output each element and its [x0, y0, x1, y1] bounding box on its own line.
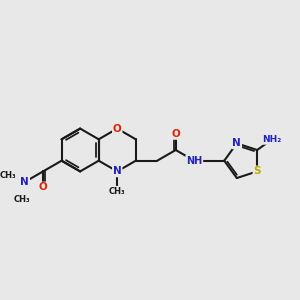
Text: O: O	[171, 129, 180, 139]
Text: O: O	[39, 182, 47, 193]
Text: CH₃: CH₃	[0, 171, 16, 180]
Text: CH₃: CH₃	[109, 187, 125, 196]
Text: NH₂: NH₂	[262, 135, 282, 144]
Text: N: N	[20, 177, 29, 187]
Text: CH₃: CH₃	[14, 195, 31, 204]
Text: S: S	[254, 167, 261, 176]
Text: NH: NH	[186, 156, 202, 166]
Text: N: N	[232, 138, 241, 148]
Text: N: N	[113, 167, 122, 176]
Text: O: O	[113, 124, 122, 134]
